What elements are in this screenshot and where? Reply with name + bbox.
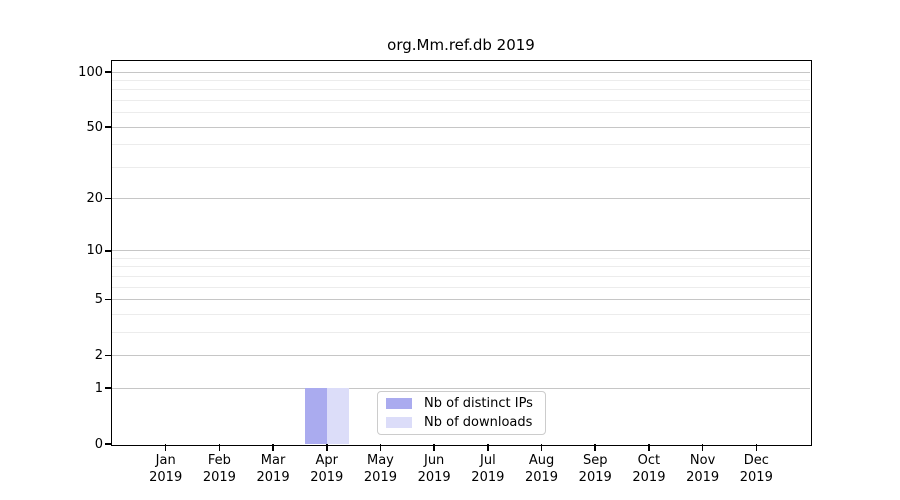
major-gridline-100: [112, 71, 810, 73]
minor-gridline-80: [112, 89, 810, 91]
month-label: May: [367, 453, 394, 468]
major-gridline-10: [112, 250, 810, 252]
y-axis-tick-label-20: 20: [86, 191, 103, 207]
major-gridline-20: [112, 198, 810, 200]
year-label: 2019: [739, 470, 773, 485]
month-label: Mar: [260, 453, 286, 468]
legend-item-distinct-ips: Nb of distinct IPs: [386, 396, 545, 411]
x-axis-tick-label-sep: Sep 2019: [568, 452, 622, 486]
x-axis-tick-label-aug: Aug 2019: [515, 452, 569, 486]
x-axis-tick-label-mar: Mar 2019: [246, 452, 300, 486]
x-axis-tick-jul: [487, 444, 489, 451]
year-label: 2019: [202, 470, 236, 485]
chart-title: org.Mm.ref.db 2019: [387, 36, 535, 54]
y-axis-tick-100: [105, 71, 112, 73]
legend-swatch-distinct-ips: [386, 397, 412, 410]
legend-label-downloads: Nb of downloads: [424, 415, 533, 430]
x-axis-tick-label-nov: Nov 2019: [676, 452, 730, 486]
year-label: 2019: [310, 470, 344, 485]
y-axis-tick-1: [105, 387, 112, 389]
month-label: Sep: [582, 453, 608, 468]
year-label: 2019: [632, 470, 666, 485]
x-axis-tick-label-feb: Feb 2019: [192, 452, 246, 486]
y-axis-tick-label-0: 0: [94, 436, 103, 452]
minor-gridline-40: [112, 144, 810, 146]
year-label: 2019: [256, 470, 290, 485]
major-gridline-1: [112, 387, 810, 389]
x-axis-tick-feb: [218, 444, 221, 451]
month-label: Oct: [637, 453, 661, 468]
legend-label-distinct-ips: Nb of distinct IPs: [424, 396, 533, 411]
bar-distinct-ips-apr: [304, 388, 327, 444]
x-axis-tick-aug: [540, 444, 543, 451]
x-axis-tick-label-jun: Jun 2019: [407, 452, 461, 486]
y-axis-tick-20: [105, 197, 112, 200]
month-label: Jun: [423, 453, 445, 468]
year-label: 2019: [149, 470, 183, 485]
legend: Nb of distinct IPs Nb of downloads: [377, 391, 546, 435]
y-axis-tick-50: [105, 126, 112, 128]
legend-item-downloads: Nb of downloads: [386, 415, 545, 430]
y-axis-tick-10: [105, 250, 112, 252]
minor-gridline-3: [112, 331, 810, 333]
minor-gridline-7: [112, 275, 810, 277]
year-label: 2019: [524, 470, 559, 485]
minor-gridline-8: [112, 266, 810, 268]
x-axis-tick-apr: [326, 444, 328, 451]
minor-gridline-70: [112, 100, 810, 102]
y-axis-tick-5: [105, 298, 112, 301]
minor-gridline-60: [112, 112, 810, 114]
bar-downloads-apr: [326, 388, 349, 444]
x-axis-tick-label-jan: Jan 2019: [139, 452, 193, 486]
year-label: 2019: [363, 470, 397, 485]
month-label: Jan: [155, 453, 176, 468]
legend-swatch-downloads: [386, 416, 412, 429]
minor-gridline-30: [112, 166, 810, 168]
major-gridline-50: [112, 126, 810, 128]
minor-gridline-6: [112, 286, 810, 288]
x-axis-tick-sep: [594, 444, 596, 451]
y-axis-tick-label-1: 1: [94, 380, 103, 396]
minor-gridline-4: [112, 313, 810, 315]
x-axis-tick-jan: [164, 444, 167, 451]
year-label: 2019: [471, 470, 505, 485]
month-label: Nov: [689, 453, 716, 468]
x-axis-tick-mar: [272, 444, 274, 451]
x-axis-tick-label-oct: Oct 2019: [622, 452, 676, 486]
minor-gridline-90: [112, 80, 810, 82]
month-label: Aug: [528, 453, 555, 468]
minor-gridline-9: [112, 257, 810, 259]
x-axis-tick-nov: [701, 444, 704, 451]
month-label: Jul: [480, 453, 496, 468]
y-axis-tick-label-2: 2: [94, 347, 103, 363]
y-axis-tick-label-100: 100: [78, 64, 103, 80]
month-label: Feb: [207, 453, 231, 468]
major-gridline-2: [112, 354, 810, 357]
year-label: 2019: [686, 470, 720, 485]
plot-border: [110, 59, 812, 446]
year-label: 2019: [578, 470, 612, 485]
x-axis-tick-may: [379, 444, 382, 451]
x-axis-tick-oct: [648, 444, 650, 451]
month-label: Apr: [315, 453, 339, 468]
x-axis-tick-label-apr: Apr 2019: [300, 452, 354, 486]
y-axis-tick-2: [105, 354, 112, 357]
y-axis-tick-label-10: 10: [86, 243, 103, 259]
y-axis-tick-0: [105, 443, 112, 445]
major-gridline-5: [112, 299, 810, 301]
y-axis-tick-label-5: 5: [94, 292, 103, 308]
x-axis-tick-jun: [433, 444, 435, 451]
y-axis-tick-label-50: 50: [86, 119, 103, 135]
year-label: 2019: [417, 470, 451, 485]
x-axis-tick-label-dec: Dec 2019: [729, 452, 783, 486]
x-axis-tick-label-may: May 2019: [353, 452, 407, 486]
month-label: Dec: [743, 453, 769, 468]
x-axis-tick-label-jul: Jul 2019: [461, 452, 515, 486]
x-axis-tick-dec: [755, 444, 758, 451]
